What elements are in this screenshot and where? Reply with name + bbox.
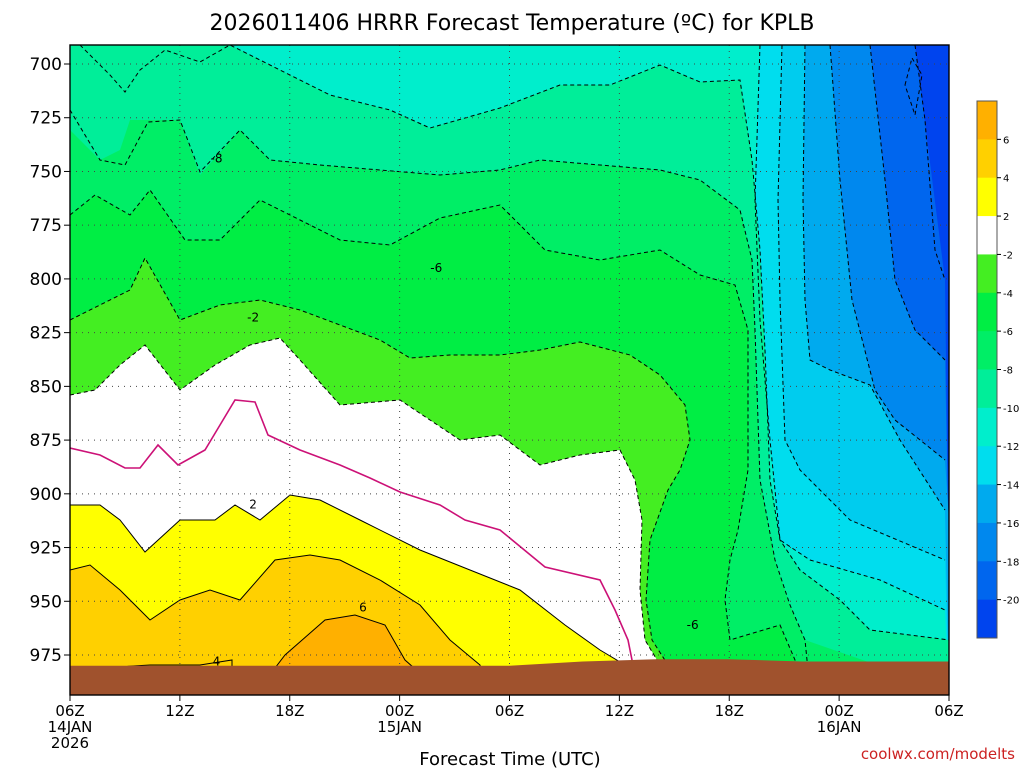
colorbar-label: -8	[1003, 366, 1013, 377]
colorbar-label: -12	[1003, 442, 1019, 453]
contour-minus-10-dashed	[754, 45, 946, 611]
y-tick-label: 800	[30, 270, 62, 290]
contour-0-magenta	[70, 399, 637, 681]
colorbar-label: 2	[1003, 212, 1009, 223]
colorbar-segment	[977, 216, 997, 255]
y-tick-label: 850	[30, 377, 62, 397]
y-tick-label: 900	[30, 485, 62, 505]
colorbar-label: -18	[1003, 557, 1019, 568]
x-tick-label: 15JAN	[377, 718, 422, 736]
colorbar: 6 4 2 -2 -4 -6 -8 -10 -12 -14 -16 -18 -20	[976, 100, 1019, 639]
colorbar-label: 4	[1003, 174, 1009, 185]
colorbar-label: 6	[1003, 135, 1009, 146]
y-tick-label: 925	[30, 539, 62, 559]
chart-title: 2026011406 HRRR Forecast Temperature (ºC…	[210, 11, 815, 36]
y-tick-label: 875	[30, 431, 62, 451]
x-tick-label: 14JAN	[48, 718, 93, 736]
contour-4-solid	[70, 554, 486, 691]
y-tick-label: 775	[30, 216, 62, 236]
terrain	[70, 659, 949, 695]
colorbar-segment	[977, 254, 997, 294]
colorbar-segment	[977, 561, 997, 601]
contour-minus-8-dashed	[79, 45, 949, 641]
contour-label: 6	[359, 601, 367, 615]
colorbar-label: -14	[1003, 481, 1019, 492]
y-tick-label: 750	[30, 162, 62, 182]
contour-minus-2-dashed	[70, 337, 669, 691]
contour-label: 4	[213, 654, 221, 668]
colorbar-segment	[977, 292, 997, 332]
colorbar-segment	[977, 101, 997, 140]
x-tick-label: 00Z	[824, 702, 853, 720]
contour-label: 2	[249, 498, 257, 512]
contour-minus-6-mid-dashed	[70, 189, 801, 691]
x-tick-label: 18Z	[275, 702, 304, 720]
contour-minus-20-dashed	[914, 45, 946, 281]
colorbar-segment	[977, 599, 997, 639]
colorbar-segment	[977, 369, 997, 409]
y-tick-label: 975	[30, 646, 62, 666]
contour-minus-12-dashed	[777, 45, 946, 561]
colorbar-segment	[977, 446, 997, 486]
x-tick-label: 00Z	[385, 702, 414, 720]
x-tick-label: 06Z	[55, 702, 84, 720]
colorbar-segment	[977, 522, 997, 562]
terrain-ground	[70, 659, 949, 695]
x-tick-label: 16JAN	[817, 718, 862, 736]
y-tick-label: 825	[30, 324, 62, 344]
y-axis: 700 725 750 775 800 825 850 875 900 925 950 975	[30, 55, 70, 666]
colorbar-segment	[977, 139, 997, 179]
contour-2-solid	[70, 494, 631, 691]
x-tick-label: 06Z	[934, 702, 963, 720]
colorbar-segment	[977, 407, 997, 447]
y-tick-label: 950	[30, 592, 62, 612]
colorbar-label: -4	[1003, 289, 1013, 300]
colorbar-label: -2	[1003, 250, 1013, 261]
contour-label: -2	[247, 311, 259, 325]
colorbar-label: -6	[1003, 327, 1013, 338]
colorbar-label: -20	[1003, 596, 1019, 607]
x-axis-label: Forecast Time (UTC)	[419, 749, 600, 768]
contour-label: -8	[211, 152, 223, 166]
contour-6-solid	[261, 614, 431, 686]
colorbar-segment	[977, 331, 997, 370]
colorbar-segment	[977, 484, 997, 524]
credit-text: coolwx.com/modelts	[861, 745, 1015, 763]
x-tick-label: 12Z	[605, 702, 634, 720]
colorbar-segment	[977, 177, 997, 217]
contour-minus-20-closed-dashed	[904, 56, 923, 116]
colorbar-label: -10	[1003, 404, 1019, 415]
y-tick-label: 700	[30, 55, 62, 75]
x-tick-label: 18Z	[715, 702, 744, 720]
contour-minus-16-dashed	[829, 45, 946, 461]
y-tick-label: 725	[30, 109, 62, 129]
contour-minus-18-dashed	[869, 45, 946, 361]
contour-minus-4-dashed	[70, 256, 786, 671]
contour-minus-14-dashed	[802, 45, 946, 511]
contour-label: -6	[430, 261, 442, 275]
contour-labels: -8 -6 -2 2 6 4 -6	[211, 152, 699, 669]
colorbar-label: -16	[1003, 519, 1019, 530]
contour-label: -6	[687, 618, 699, 632]
x-tick-label: 12Z	[165, 702, 194, 720]
x-tick-label: 06Z	[495, 702, 524, 720]
x-tick-label: 2026	[51, 734, 89, 752]
